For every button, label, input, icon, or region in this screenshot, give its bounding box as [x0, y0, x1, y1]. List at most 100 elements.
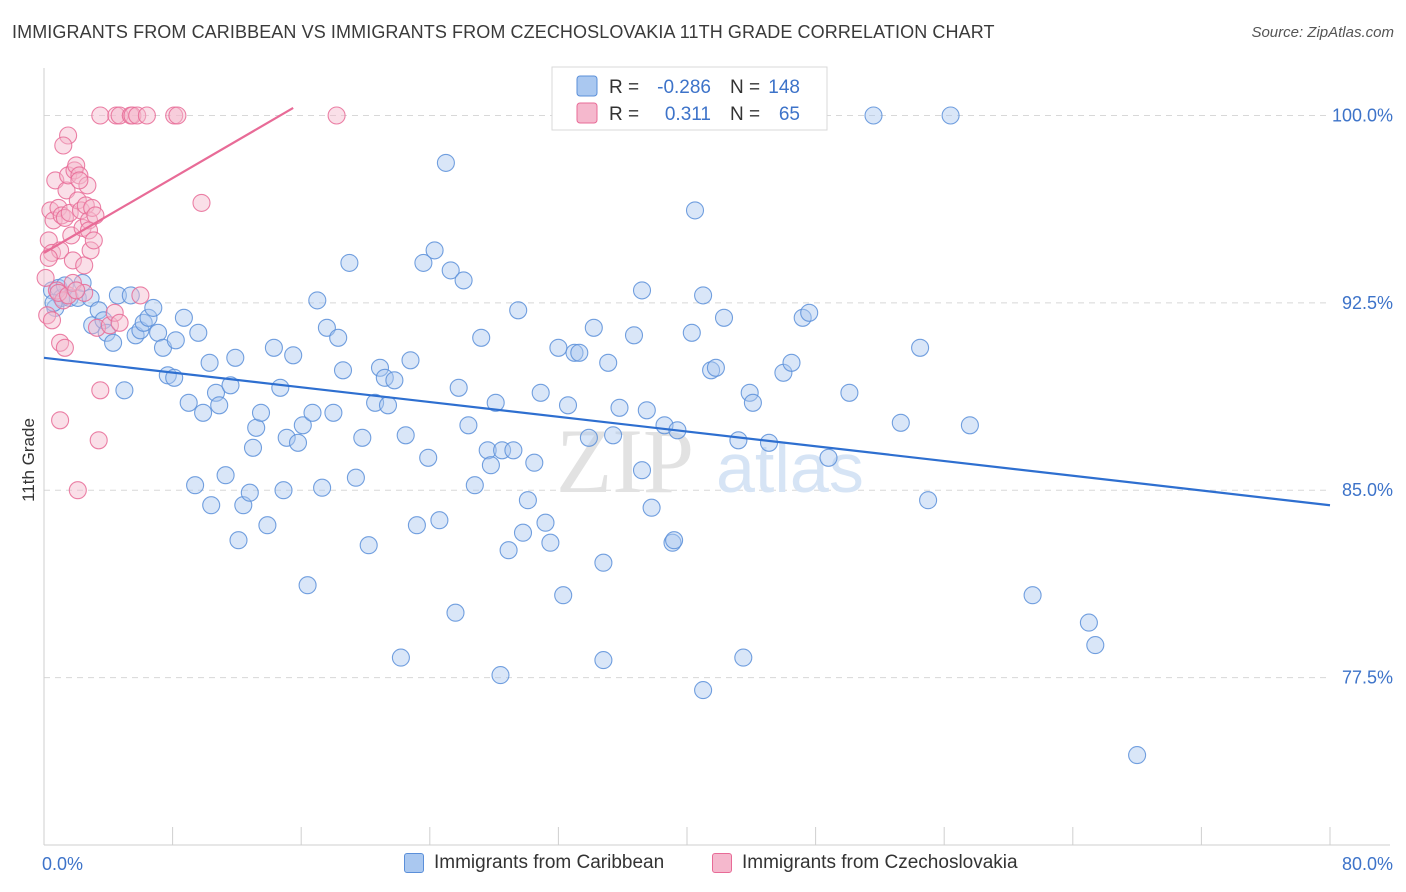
caribbean-point	[1128, 746, 1147, 765]
caribbean-point	[454, 271, 473, 290]
czechoslovakia-point	[39, 248, 58, 267]
caribbean-point	[782, 353, 801, 372]
caribbean-point	[594, 553, 613, 572]
watermark-zip: ZIP	[556, 410, 694, 512]
caribbean-point	[303, 403, 322, 422]
caribbean-point	[624, 326, 644, 345]
caribbean-point	[579, 428, 598, 447]
legend-label-czechoslovakia: Immigrants from Czechoslovakia	[742, 852, 1018, 873]
caribbean-point	[247, 418, 266, 437]
caribbean-point	[610, 398, 629, 417]
czechoslovakia-point	[86, 206, 105, 225]
legend-n-label: N =	[730, 77, 760, 98]
watermark-atlas: atlas	[716, 429, 864, 507]
czechoslovakia-point	[63, 251, 82, 270]
caribbean-point	[743, 393, 762, 412]
caribbean-point	[694, 681, 713, 700]
caribbean-point	[729, 431, 748, 450]
czechoslovakia-point	[75, 256, 94, 275]
caribbean-point	[819, 448, 838, 467]
caribbean-point	[960, 416, 979, 435]
caribbean-point	[486, 393, 505, 412]
caribbean-point	[642, 498, 661, 517]
czechoslovakia-point	[168, 106, 187, 125]
y-tick-label: 77.5%	[1342, 668, 1393, 688]
caribbean-point	[558, 396, 578, 415]
czechoslovakia-point	[55, 208, 74, 227]
caribbean-point	[340, 253, 359, 272]
caribbean-point	[1079, 613, 1098, 632]
caribbean-point	[536, 513, 555, 532]
caribbean-point	[359, 536, 378, 555]
caribbean-point	[1023, 586, 1042, 605]
legend-r-label: R =	[609, 104, 639, 125]
legend-item-caribbean[interactable]: Immigrants from Caribbean	[404, 852, 664, 874]
caribbean-point	[436, 153, 455, 172]
caribbean-point	[313, 478, 332, 497]
caribbean-point	[565, 343, 584, 362]
caribbean-point	[682, 323, 701, 342]
caribbean-point	[531, 383, 550, 402]
legend-item-czechoslovakia[interactable]: Immigrants from Czechoslovakia	[712, 852, 1018, 874]
caribbean-point	[89, 301, 108, 320]
caribbean-point	[121, 286, 140, 305]
czechoslovakia-point	[59, 126, 78, 145]
chart-title: IMMIGRANTS FROM CARIBBEAN VS IMMIGRANTS …	[12, 22, 995, 42]
caribbean-point	[401, 351, 420, 370]
caribbean-point	[149, 323, 168, 342]
caribbean-point	[391, 648, 410, 667]
caribbean-point	[333, 361, 353, 380]
czechoslovakia-point	[89, 431, 108, 450]
caribbean-point	[599, 353, 618, 372]
czechoslovakia-point	[54, 136, 73, 155]
caribbean-point	[685, 201, 705, 220]
caribbean-point	[637, 401, 656, 420]
czechoslovakia-point	[57, 181, 76, 200]
x-tick-label: 80.0%	[1342, 854, 1393, 874]
caribbean-point	[308, 291, 327, 310]
caribbean-point	[221, 376, 240, 395]
czechoslovakia-point	[128, 106, 147, 125]
czechoslovakia-point	[67, 156, 86, 175]
caribbean-point	[226, 348, 245, 367]
caribbean-point	[144, 298, 163, 317]
caribbean-point	[891, 413, 910, 432]
caribbean-point	[83, 316, 102, 335]
caribbean-point	[570, 343, 589, 362]
caribbean-point	[174, 308, 193, 327]
caribbean-point	[525, 453, 544, 472]
caribbean-point	[513, 523, 533, 542]
caribbean-point	[317, 318, 336, 337]
caribbean-point	[139, 308, 158, 327]
legend-n-label: N =	[730, 104, 760, 125]
caribbean-point	[714, 308, 734, 327]
caribbean-point	[370, 358, 390, 377]
caribbean-point	[202, 496, 221, 515]
legend-r-value: -0.286	[657, 77, 711, 98]
caribbean-point	[385, 371, 404, 390]
caribbean-point	[459, 416, 478, 435]
caribbean-point	[478, 441, 497, 460]
source-label: Source: ZipAtlas.com	[1251, 24, 1394, 41]
legend-n-value: 65	[779, 104, 800, 125]
czechoslovakia-trend-line	[43, 107, 294, 254]
caribbean-point	[446, 603, 465, 622]
caribbean-point	[378, 396, 398, 415]
legend-label-caribbean: Immigrants from Caribbean	[434, 852, 665, 873]
caribbean-point	[911, 338, 930, 357]
caribbean-point	[229, 531, 248, 550]
caribbean-point	[264, 338, 283, 357]
legend-n-value: 148	[768, 77, 800, 98]
caribbean-point	[800, 303, 819, 322]
caribbean-point	[108, 286, 127, 305]
caribbean-point	[706, 358, 725, 377]
tick-labels: 77.5% 85.0% 92.5% 100.0% 0.0% 80.0%	[42, 105, 1393, 874]
caribbean-point	[104, 333, 123, 352]
caribbean-point	[324, 403, 343, 422]
y-tick-label: 85.0%	[1342, 480, 1393, 500]
czechoslovakia-point	[91, 381, 110, 400]
caribbean-point	[632, 461, 652, 480]
legend-swatch-caribbean	[404, 853, 424, 873]
caribbean-point	[1086, 636, 1105, 655]
